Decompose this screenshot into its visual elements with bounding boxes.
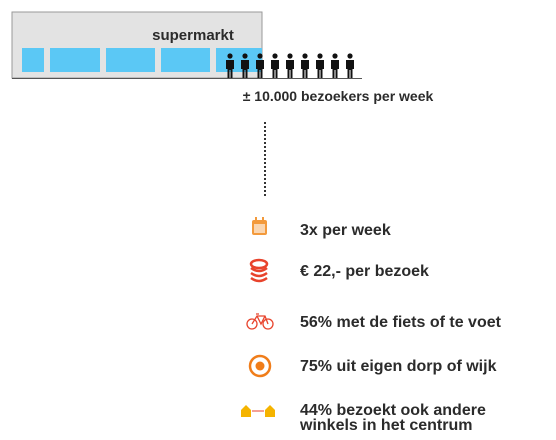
shops-icon — [241, 405, 275, 417]
person — [286, 53, 294, 78]
infographic: supermarkt ± 10.000 bezoekers per week 3… — [0, 0, 556, 440]
person-head — [242, 53, 247, 58]
person-head — [227, 53, 232, 58]
visitors-label: ± 10.000 bezoekers per week — [243, 88, 434, 104]
person-head — [347, 53, 352, 58]
person-body — [316, 60, 324, 78]
person-body — [286, 60, 294, 78]
stat-text: winkels in het centrum — [299, 417, 472, 434]
stats: 3x per week € 22,- per bezoek 56% met de f… — [299, 222, 502, 434]
person — [331, 53, 339, 78]
person-body — [271, 60, 279, 78]
person-body — [301, 60, 309, 78]
window — [22, 48, 44, 72]
window — [161, 48, 210, 72]
person-head — [272, 53, 277, 58]
person-head — [257, 53, 262, 58]
stat-text: € 22,- per bezoek — [300, 263, 429, 280]
person — [316, 53, 324, 78]
window — [50, 48, 100, 72]
person-body — [346, 60, 354, 78]
person — [271, 53, 279, 78]
person-head — [302, 53, 307, 58]
stat-text: 56% met de fiets of te voet — [300, 314, 502, 331]
person — [346, 53, 354, 78]
person-head — [317, 53, 322, 58]
coins-icon — [251, 260, 267, 281]
calendar-icon — [252, 217, 267, 235]
stat-text: 75% uit eigen dorp of wijk — [300, 358, 497, 375]
window — [216, 48, 262, 72]
window — [106, 48, 155, 72]
person-body — [331, 60, 339, 78]
person-head — [287, 53, 292, 58]
location-icon — [250, 356, 270, 376]
person — [301, 53, 309, 78]
stat-text: 3x per week — [300, 222, 391, 239]
bicycle-icon — [247, 314, 273, 329]
person-head — [332, 53, 337, 58]
building-label: supermarkt — [152, 27, 234, 44]
